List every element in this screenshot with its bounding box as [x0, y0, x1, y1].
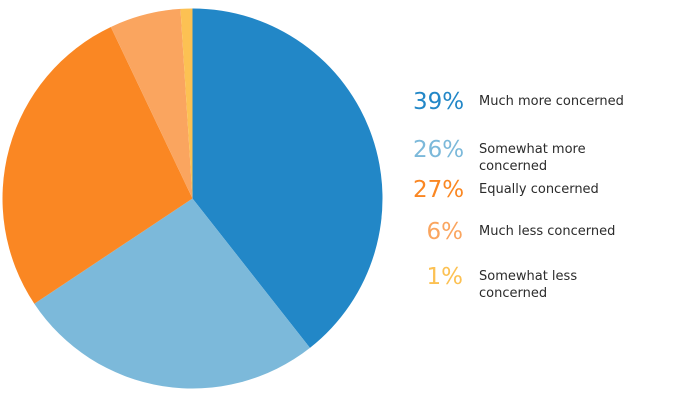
legend-label: Equally concerned	[479, 182, 599, 197]
legend-item-equally-concerned: 27% Equally concerned	[413, 177, 637, 204]
legend-item-much-more-concerned: 39% Much more concerned	[413, 89, 637, 116]
legend-percent: 26%	[413, 137, 465, 163]
pie-slice-much-more-concerned	[192, 8, 383, 348]
pie-slice-somewhat-less-concerned	[180, 8, 193, 199]
legend-label: Somewhat more concerned	[479, 142, 586, 174]
legend-item-somewhat-more-concerned: 26% Somewhat more concerned	[413, 137, 637, 175]
legend-percent: 1%	[426, 264, 464, 290]
legend-label: Somewhat less concerned	[479, 269, 578, 301]
legend-label: Much more concerned	[479, 94, 624, 109]
legend-percent: 39%	[413, 89, 465, 115]
pie-slice-equally-concerned	[2, 26, 193, 304]
legend-percent: 6%	[426, 219, 464, 245]
legend-item-much-less-concerned: 6% Much less concerned	[413, 219, 637, 246]
legend-label: Much less concerned	[479, 224, 616, 239]
legend-item-somewhat-less-concerned: 1% Somewhat less concerned	[413, 264, 637, 302]
legend-percent: 27%	[413, 177, 465, 203]
pie-chart	[2, 8, 383, 389]
pie-slice-much-less-concerned	[110, 8, 193, 199]
pie-legend: 39% Much more concerned 26% Somewhat more c…	[413, 0, 668, 407]
pie-slice-somewhat-more-concerned	[34, 198, 310, 389]
